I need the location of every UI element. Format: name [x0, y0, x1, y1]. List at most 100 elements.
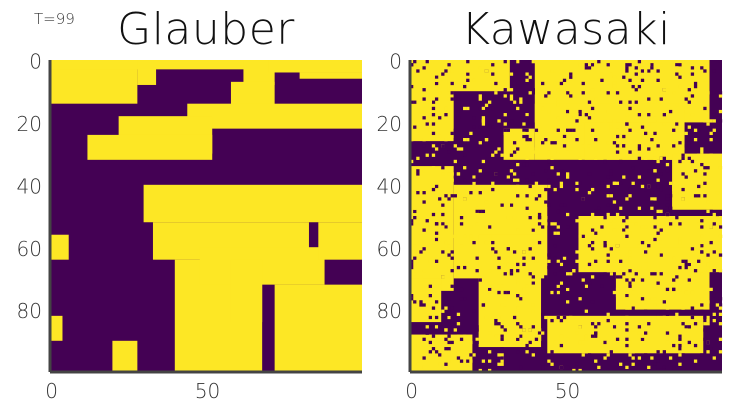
heatmap-cell [678, 122, 682, 126]
heatmap-cell [422, 356, 426, 360]
heatmap-cell [700, 150, 704, 154]
heatmap-cell [562, 69, 567, 73]
heatmap-cell [644, 225, 648, 229]
heatmap-cell [494, 322, 498, 326]
heatmap-cell [706, 166, 710, 170]
heatmap-cell [697, 153, 701, 157]
heatmap-cell [678, 343, 682, 348]
heatmap-cell [481, 106, 486, 111]
heatmap-cell [506, 340, 510, 345]
heatmap-cell [559, 262, 564, 267]
heatmap-cell [718, 269, 723, 273]
heatmap-cell [447, 297, 451, 301]
heatmap-cell [550, 290, 554, 295]
heatmap-cell [503, 122, 507, 126]
heatmap-cell [603, 244, 607, 248]
heatmap-cell [659, 156, 663, 160]
heatmap-cell [684, 78, 688, 82]
heatmap-cell [597, 337, 601, 341]
heatmap-cell [466, 350, 470, 354]
heatmap-cell [662, 315, 666, 320]
heatmap-cell [531, 353, 535, 357]
heatmap-cell [475, 340, 479, 345]
heatmap-cell [578, 234, 582, 238]
heatmap-cell [453, 128, 457, 132]
heatmap-cell [488, 359, 492, 363]
heatmap-cell [453, 94, 457, 98]
heatmap-cell [684, 144, 688, 148]
heatmap-cell [631, 362, 635, 366]
heatmap-cell [466, 60, 470, 64]
heatmap-cell [656, 144, 660, 148]
heatmap-cell [503, 60, 507, 64]
heatmap-cell [512, 60, 517, 64]
heatmap-cell [410, 131, 414, 136]
heatmap-cell [553, 81, 557, 86]
heatmap-cell [522, 328, 526, 332]
heatmap-cell [681, 69, 685, 73]
heatmap-cell [506, 290, 510, 295]
heatmap-cell [637, 356, 642, 360]
heatmap-cell [662, 153, 666, 157]
heatmap-cell [628, 340, 632, 345]
heatmap-cell [609, 209, 613, 214]
heatmap-cell [678, 159, 682, 164]
heatmap-cell [506, 356, 510, 360]
heatmap-cell [528, 184, 532, 189]
heatmap-cell [422, 81, 426, 86]
heatmap-cell [628, 231, 632, 235]
heatmap-cell [484, 103, 489, 107]
heatmap-cell [447, 150, 451, 154]
heatmap-cell [537, 219, 542, 223]
heatmap-cell [475, 222, 479, 226]
heatmap-cell [619, 100, 623, 104]
heatmap-cell [594, 334, 598, 338]
heatmap-cell [615, 144, 620, 148]
heatmap-cell [422, 88, 426, 92]
y-tick-label: 80 [377, 299, 402, 323]
heatmap-cell [656, 184, 660, 189]
heatmap-cell [597, 60, 601, 64]
heatmap-cell [590, 228, 595, 232]
heatmap-cell [447, 97, 451, 101]
heatmap-cell [606, 253, 610, 257]
heatmap-cell [516, 228, 520, 232]
heatmap-cell [609, 272, 613, 276]
heatmap-cell [672, 343, 676, 348]
heatmap-cell [709, 131, 713, 136]
heatmap-cell [675, 200, 679, 204]
heatmap-region [187, 103, 362, 129]
heatmap-cell [684, 265, 688, 270]
heatmap-cell [413, 300, 417, 304]
heatmap-cell [662, 147, 666, 151]
heatmap-cell [562, 178, 567, 182]
heatmap-cell [644, 131, 648, 136]
heatmap-cell [525, 178, 529, 182]
heatmap-cell [503, 116, 507, 120]
heatmap-cell [541, 312, 545, 316]
heatmap-cell [428, 340, 432, 345]
heatmap-cell [559, 269, 564, 273]
heatmap-cell [715, 259, 720, 263]
heatmap-cell [640, 66, 645, 70]
heatmap-cell [603, 181, 607, 185]
heatmap-cell [506, 256, 510, 260]
heatmap-cell [481, 359, 486, 363]
heatmap-cell [575, 113, 579, 117]
heatmap-cell [628, 256, 632, 260]
heatmap-cell [575, 331, 579, 335]
heatmap-cell [569, 69, 573, 73]
heatmap-cell [597, 206, 601, 210]
heatmap-cell [706, 340, 710, 345]
heatmap-cell [481, 159, 486, 164]
heatmap-cell [544, 356, 548, 360]
heatmap-cell [553, 141, 557, 145]
heatmap-cell [659, 228, 663, 232]
heatmap-cell [522, 287, 526, 292]
heatmap-cell [597, 240, 601, 245]
heatmap-cell [615, 91, 620, 95]
heatmap-cell [590, 328, 595, 332]
heatmap-cell [581, 234, 585, 238]
heatmap-cell [690, 72, 695, 76]
heatmap-cell [678, 240, 682, 245]
